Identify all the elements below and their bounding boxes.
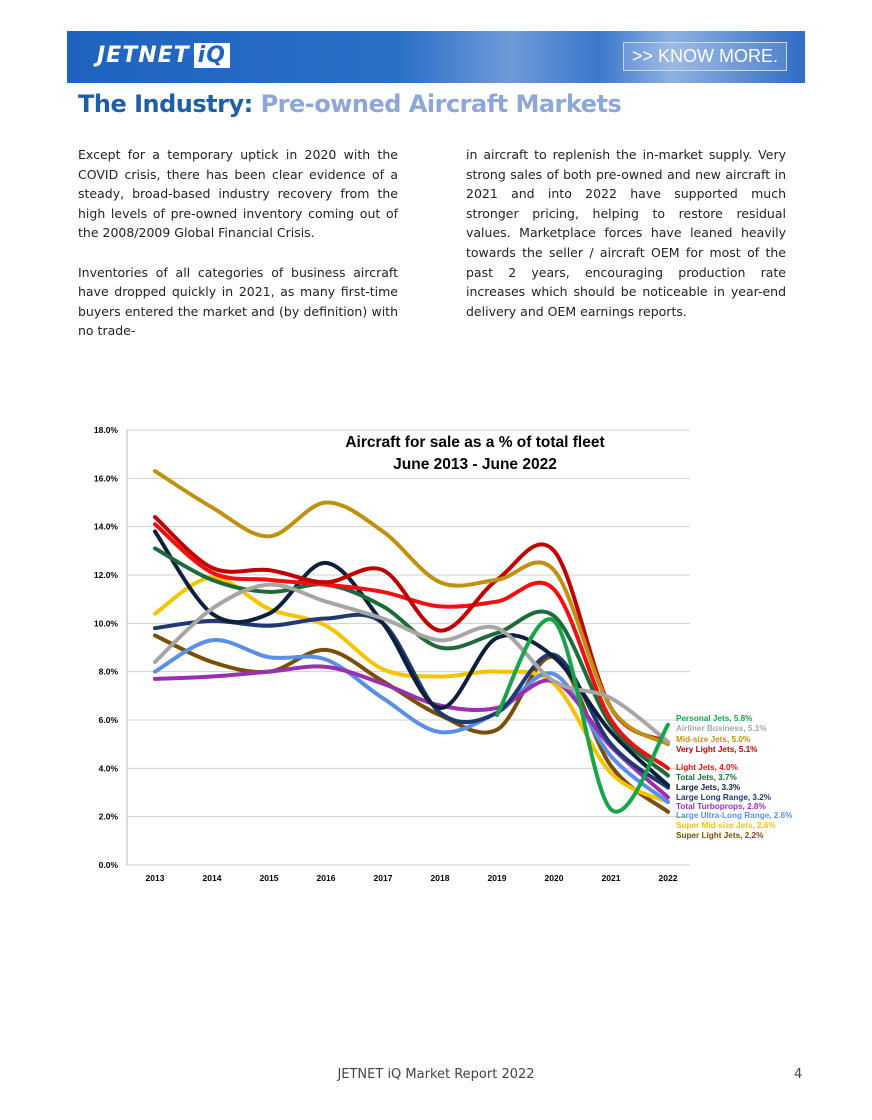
series-end-label: Mid-size Jets, 5.0% [676,735,751,744]
series-line [495,617,670,814]
y-tick-label: 16.0% [94,473,119,483]
series-end-label: Super Mid-size Jets, 2.6% [676,821,776,830]
series-end-label: Light Jets, 4.0% [676,763,739,772]
series-end-label: Super Light Jets, 2.2% [676,831,764,840]
x-tick-label: 2016 [317,873,336,883]
series-end-label: Large Ultra-Long Range, 2.6% [676,811,793,820]
x-tick-label: 2018 [431,873,450,883]
title-part2: Pre-owned Aircraft Markets [260,90,622,118]
y-tick-label: 14.0% [94,522,119,532]
page-title: The Industry: Pre-owned Aircraft Markets [78,90,622,118]
x-tick-label: 2021 [602,873,621,883]
series-end-label: Total Turboprops, 2.8% [676,802,766,811]
series-line [153,546,670,778]
x-tick-label: 2015 [260,873,279,883]
series-line [153,515,670,744]
series-end-label: Large Jets, 3.3% [676,783,741,792]
y-tick-label: 4.0% [99,763,119,773]
paragraph: in aircraft to replenish the in-market s… [466,147,786,319]
y-tick-label: 6.0% [99,715,119,725]
know-more-button[interactable]: >> KNOW MORE. [622,42,787,71]
x-tick-label: 2017 [374,873,393,883]
y-tick-label: 0.0% [99,860,119,870]
series-line [153,522,670,771]
paragraph: Inventories of all categories of busines… [78,264,398,339]
logo-text: JETNET [97,43,190,68]
title-part1: The Industry: [78,90,253,118]
y-tick-label: 12.0% [94,570,119,580]
series-end-label: Very Light Jets, 5.1% [676,745,758,754]
body-left-column: Except for a temporary uptick in 2020 wi… [78,145,398,361]
x-tick-label: 2013 [146,873,165,883]
x-tick-label: 2019 [488,873,507,883]
header-banner: JETNET iQ >> KNOW MORE. [67,31,805,83]
body-right-column: in aircraft to replenish the in-market s… [466,145,786,341]
y-tick-label: 2.0% [99,812,119,822]
logo-suffix: iQ [193,43,230,68]
x-tick-label: 2014 [203,873,222,883]
series-end-label: Total Jets, 3.7% [676,773,738,782]
x-tick-label: 2022 [659,873,678,883]
jetnet-logo[interactable]: JETNET iQ [97,43,230,68]
chart-subtitle: June 2013 - June 2022 [393,456,557,473]
series-end-label: Airliner Business, 5.1% [676,724,767,733]
page-number: 4 [794,1067,803,1082]
footer-text: JETNET iQ Market Report 2022 [337,1067,535,1082]
y-tick-label: 10.0% [94,618,119,628]
series-end-label: Personal Jets, 5.8% [676,714,753,723]
series-end-label: Large Long Range, 3.2% [676,793,772,802]
y-tick-label: 18.0% [94,425,119,435]
x-tick-label: 2020 [545,873,564,883]
series-line [153,469,670,747]
series-line [153,582,670,744]
chart-title: Aircraft for sale as a % of total fleet [345,434,604,451]
paragraph: Except for a temporary uptick in 2020 wi… [78,147,398,241]
series-line [153,664,670,800]
y-tick-label: 8.0% [99,667,119,677]
